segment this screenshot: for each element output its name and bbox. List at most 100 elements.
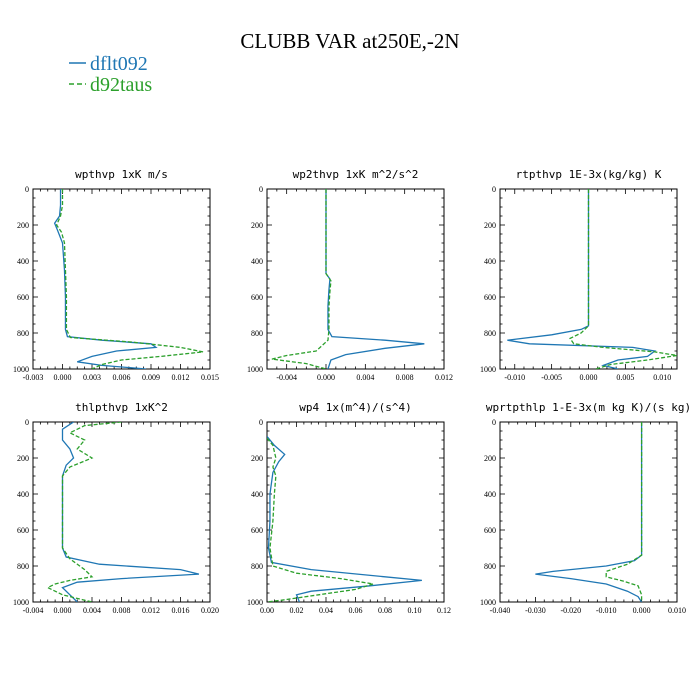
y-tick-label: 1000: [247, 365, 263, 374]
panel-title: wp2thvp 1xK m^2/s^2: [293, 168, 419, 181]
x-tick-label: -0.030: [525, 606, 546, 615]
y-tick-label: 600: [484, 526, 496, 535]
y-tick-label: 0: [492, 418, 496, 427]
x-tick-label: 0.006: [113, 373, 131, 382]
x-tick-label: 0.005: [616, 373, 634, 382]
y-tick-label: 1000: [13, 365, 29, 374]
x-tick-label: -0.004: [276, 373, 297, 382]
y-tick-label: 200: [251, 454, 263, 463]
figure-title: CLUBB VAR at250E,-2N: [240, 29, 459, 53]
x-tick-label: 0.008: [113, 606, 131, 615]
x-tick-label: 0.02: [290, 606, 304, 615]
y-tick-label: 0: [25, 185, 29, 194]
x-tick-label: 0.009: [142, 373, 160, 382]
panel-title: wpthvp 1xK m/s: [75, 168, 168, 181]
x-tick-label: -0.010: [596, 606, 617, 615]
plot-frame: [266, 421, 445, 603]
x-tick-label: 0.06: [349, 606, 363, 615]
y-tick-label: 600: [251, 293, 263, 302]
plot-frame: [499, 421, 678, 603]
x-tick-label: -0.020: [560, 606, 581, 615]
y-tick-label: 800: [251, 562, 263, 571]
panel-1: wpthvp 1xK m/s 0 200 400 600 800 1000-0.003 0.0…: [13, 168, 219, 382]
y-tick-label: 800: [17, 562, 29, 571]
panel-title: wprtpthlp 1-E-3x(m kg K)/(s kg): [486, 401, 691, 414]
panel-title: thlpthvp 1xK^2: [75, 401, 168, 414]
x-tick-label: 0.00: [260, 606, 274, 615]
x-tick-label: 0.12: [437, 606, 451, 615]
y-tick-label: 0: [25, 418, 29, 427]
panel-3: rtpthvp 1E-3x(kg/kg) K02004006008001000-…: [480, 168, 678, 382]
y-tick-label: 400: [17, 490, 29, 499]
x-tick-label: 0.000: [54, 606, 72, 615]
series-line-d92taus: [267, 437, 374, 602]
y-tick-label: 0: [492, 185, 496, 194]
series-line-dflt092: [61, 422, 200, 602]
y-tick-label: 0: [259, 418, 263, 427]
x-tick-label: 0.000: [54, 373, 72, 382]
x-tick-label: 0.010: [668, 606, 686, 615]
series-line-dflt092: [507, 189, 657, 369]
y-tick-label: 400: [251, 257, 263, 266]
legend-label-d92taus: d92taus: [90, 74, 152, 96]
y-tick-label: 1000: [480, 365, 496, 374]
x-tick-label: 0.000: [317, 373, 335, 382]
x-tick-label: 0.000: [580, 373, 598, 382]
series-line-d92taus: [55, 189, 204, 369]
y-tick-label: 800: [17, 329, 29, 338]
y-tick-label: 800: [484, 562, 496, 571]
x-tick-label: 0.010: [653, 373, 671, 382]
x-tick-label: 0.000: [633, 606, 651, 615]
x-tick-label: 0.008: [396, 373, 414, 382]
legend: dflt092 d92taus: [69, 53, 152, 96]
x-tick-label: 0.04: [319, 606, 333, 615]
y-tick-label: 1000: [13, 598, 29, 607]
y-tick-label: 400: [251, 490, 263, 499]
y-tick-label: 1000: [247, 598, 263, 607]
panel-title: wp4 1x(m^4)/(s^4): [299, 401, 412, 414]
y-tick-label: 400: [17, 257, 29, 266]
y-tick-label: 0: [259, 185, 263, 194]
x-tick-label: -0.040: [490, 606, 511, 615]
plot-frame: [266, 188, 445, 370]
x-tick-label: 0.012: [142, 606, 160, 615]
x-tick-label: -0.005: [541, 373, 562, 382]
y-tick-label: 800: [251, 329, 263, 338]
y-tick-label: 600: [484, 293, 496, 302]
y-tick-label: 600: [17, 526, 29, 535]
series-line-d92taus: [569, 189, 677, 369]
x-tick-label: -0.003: [23, 373, 44, 382]
x-tick-label: 0.004: [83, 606, 101, 615]
series-line-d92taus: [271, 189, 332, 369]
series-line-d92taus: [605, 422, 643, 602]
series-line-d92taus: [46, 422, 122, 602]
y-tick-label: 1000: [480, 598, 496, 607]
x-tick-label: 0.004: [356, 373, 374, 382]
x-tick-label: 0.020: [201, 606, 219, 615]
y-tick-label: 600: [251, 526, 263, 535]
y-tick-label: 200: [17, 221, 29, 230]
series-line-dflt092: [535, 422, 643, 602]
x-tick-label: 0.015: [201, 373, 219, 382]
series-line-dflt092: [53, 189, 158, 369]
x-tick-label: 0.003: [83, 373, 101, 382]
panel-title: rtpthvp 1E-3x(kg/kg) K: [516, 168, 662, 181]
y-tick-label: 200: [484, 221, 496, 230]
series-line-dflt092: [267, 435, 422, 602]
x-tick-label: -0.004: [23, 606, 44, 615]
y-tick-label: 200: [17, 454, 29, 463]
x-tick-label: -0.010: [504, 373, 525, 382]
panel-2: wp2thvp 1xK m^2/s^2 0 200 400 600 800 1000 -0.0…: [247, 168, 453, 382]
x-tick-label: 0.012: [435, 373, 453, 382]
legend-label-dflt092: dflt092: [90, 53, 148, 75]
series-line-dflt092: [325, 189, 425, 369]
x-tick-label: 0.012: [172, 373, 190, 382]
y-tick-label: 400: [484, 490, 496, 499]
x-tick-label: 0.10: [408, 606, 422, 615]
x-tick-label: 0.016: [172, 606, 190, 615]
panel-4: thlpthvp 1xK^2 0 200 400 600 800 1000-0.004 0.0…: [13, 401, 219, 615]
y-tick-label: 600: [17, 293, 29, 302]
